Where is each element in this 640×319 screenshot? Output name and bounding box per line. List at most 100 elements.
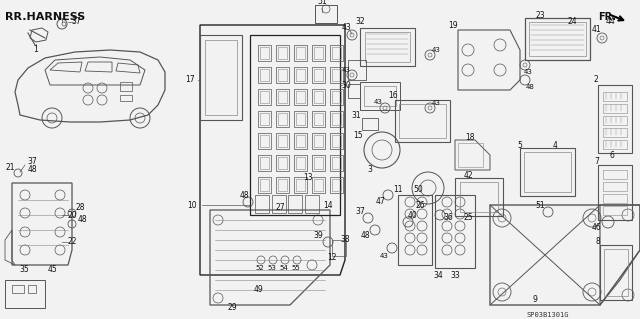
Bar — [296, 179, 305, 191]
Text: 26: 26 — [415, 201, 425, 210]
Bar — [348, 84, 360, 98]
Bar — [276, 133, 289, 149]
Text: 46: 46 — [591, 224, 601, 233]
Bar — [296, 47, 305, 59]
Bar — [525, 18, 590, 60]
Text: 28: 28 — [76, 204, 84, 212]
Text: 48: 48 — [239, 190, 249, 199]
Bar — [296, 135, 305, 147]
Bar — [458, 143, 483, 167]
Text: 37: 37 — [27, 158, 37, 167]
Bar — [278, 135, 287, 147]
Bar — [294, 133, 307, 149]
Bar — [294, 155, 307, 171]
Bar — [258, 111, 271, 127]
Text: 38: 38 — [340, 235, 350, 244]
Bar — [332, 240, 346, 256]
Text: 11: 11 — [393, 186, 403, 195]
Bar — [120, 95, 132, 101]
Bar — [255, 195, 269, 213]
Bar — [276, 67, 289, 83]
Bar — [330, 67, 343, 83]
Bar — [312, 45, 325, 61]
Bar — [276, 155, 289, 171]
Text: 55: 55 — [292, 265, 300, 271]
Bar — [330, 177, 343, 193]
Text: RR.HARNESS: RR.HARNESS — [5, 12, 85, 22]
Bar — [294, 89, 307, 105]
Text: 37: 37 — [71, 18, 81, 26]
Bar — [294, 67, 307, 83]
Bar — [294, 177, 307, 193]
Bar — [395, 100, 450, 142]
Bar — [260, 157, 269, 169]
Text: 44: 44 — [605, 18, 615, 26]
Bar — [258, 45, 271, 61]
Bar — [12, 285, 24, 293]
Bar — [598, 85, 632, 153]
Bar — [276, 45, 289, 61]
Text: 27: 27 — [275, 204, 285, 212]
Bar — [260, 47, 269, 59]
Text: 1: 1 — [34, 46, 38, 55]
Bar — [294, 45, 307, 61]
Bar — [332, 179, 341, 191]
Text: FR.: FR. — [598, 12, 616, 22]
Bar — [330, 133, 343, 149]
Bar — [314, 91, 323, 103]
Text: 40: 40 — [407, 211, 417, 219]
Text: 29: 29 — [227, 303, 237, 313]
Bar — [278, 69, 287, 81]
Bar — [529, 22, 586, 56]
Text: 9: 9 — [532, 295, 538, 305]
Bar — [278, 91, 287, 103]
Bar — [603, 182, 627, 191]
Bar — [288, 195, 302, 213]
Bar — [332, 69, 341, 81]
Text: 10: 10 — [187, 201, 197, 210]
Text: 32: 32 — [355, 18, 365, 26]
Text: 20: 20 — [67, 211, 77, 219]
Bar — [278, 179, 287, 191]
Bar — [200, 35, 242, 120]
Bar — [258, 89, 271, 105]
Text: 5: 5 — [518, 140, 522, 150]
Bar — [312, 133, 325, 149]
Text: 48: 48 — [360, 232, 370, 241]
Text: 31: 31 — [351, 110, 361, 120]
Text: 48: 48 — [525, 84, 534, 90]
Bar — [603, 116, 627, 125]
Bar — [258, 67, 271, 83]
Bar — [312, 111, 325, 127]
Bar — [278, 113, 287, 125]
Bar — [460, 182, 498, 212]
Bar — [598, 165, 632, 220]
Text: 16: 16 — [388, 91, 398, 100]
Bar — [312, 155, 325, 171]
Bar — [314, 179, 323, 191]
Text: 53: 53 — [268, 265, 276, 271]
Text: 43: 43 — [380, 253, 388, 259]
Bar — [260, 69, 269, 81]
Bar — [455, 178, 503, 216]
Bar — [314, 69, 323, 81]
Bar — [294, 111, 307, 127]
Bar — [5, 280, 45, 308]
Text: 51: 51 — [535, 201, 545, 210]
Text: 7: 7 — [595, 158, 600, 167]
Bar — [278, 157, 287, 169]
Text: 18: 18 — [465, 133, 475, 143]
Text: 8: 8 — [596, 238, 600, 247]
Text: 52: 52 — [255, 265, 264, 271]
Bar — [314, 113, 323, 125]
Bar — [276, 111, 289, 127]
Text: 43: 43 — [431, 47, 440, 53]
Bar — [332, 157, 341, 169]
Bar — [603, 170, 627, 179]
Bar — [272, 195, 286, 213]
Text: 6: 6 — [609, 151, 614, 160]
Text: 51: 51 — [317, 0, 327, 6]
Text: 37: 37 — [355, 207, 365, 217]
Bar — [314, 47, 323, 59]
Text: 36: 36 — [443, 213, 453, 222]
